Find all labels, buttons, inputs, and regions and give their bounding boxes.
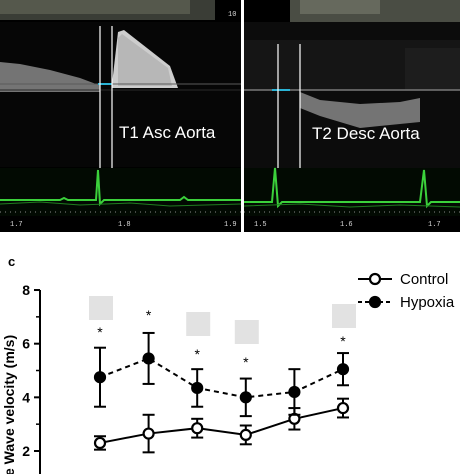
point-hypoxia-6 bbox=[336, 363, 350, 376]
legend-label-control: Control bbox=[400, 271, 448, 288]
point-hypoxia-4 bbox=[239, 391, 252, 404]
right-tick-3: 1.7 bbox=[428, 221, 441, 229]
significance-star-3: * bbox=[194, 346, 200, 362]
point-control-4 bbox=[239, 428, 252, 442]
significance-star-6: * bbox=[340, 333, 346, 349]
y-tick-label-6: 6 bbox=[22, 336, 30, 352]
asc-aorta-label: T1 Asc Aorta bbox=[119, 123, 216, 142]
point-control-6 bbox=[336, 401, 350, 415]
right-tick-2: 1.6 bbox=[340, 221, 353, 229]
desc-aorta-label: T2 Desc Aorta bbox=[312, 124, 420, 143]
point-hypoxia-2 bbox=[142, 352, 155, 365]
point-hypoxia-3 bbox=[191, 381, 204, 395]
point-control-2 bbox=[142, 427, 155, 440]
ultrasound-left-panel: 10 T1 Asc Aorta 1.7 1.8 1.9 bbox=[0, 0, 242, 232]
significance-box-1 bbox=[89, 296, 113, 320]
right-tick-1: 1.5 bbox=[254, 221, 267, 229]
y-tick-label-2: 2 bbox=[22, 443, 30, 459]
y-tick-label-4: 4 bbox=[22, 389, 30, 405]
ultrasound-right-panel: T2 Desc Aorta 1.5 1.6 1.7 bbox=[243, 0, 461, 232]
significance-star-2: * bbox=[146, 307, 152, 323]
point-control-1 bbox=[93, 436, 107, 450]
significance-box-3 bbox=[186, 312, 211, 336]
y-axis-label: se Wave velocity (m/s) bbox=[1, 335, 17, 474]
ultrasound-left-top-number: 10 bbox=[228, 11, 236, 19]
y-tick-label-8: 8 bbox=[22, 282, 30, 298]
left-tick-2: 1.8 bbox=[118, 221, 131, 229]
legend-marker-hypoxia bbox=[368, 295, 382, 309]
legend-label-hypoxia: Hypoxia bbox=[400, 294, 455, 311]
series-line-hypoxia bbox=[99, 357, 344, 399]
left-tick-3: 1.9 bbox=[224, 221, 237, 229]
significance-star-1: * bbox=[97, 324, 103, 340]
left-tick-1: 1.7 bbox=[10, 221, 23, 229]
point-control-3 bbox=[191, 422, 204, 435]
point-hypoxia-5 bbox=[288, 385, 301, 399]
series-line-control bbox=[99, 407, 344, 444]
pwv-chart: 2 4 6 8 se Wave velocity (m/s) * * * * * Control Hy… bbox=[1, 271, 455, 474]
point-hypoxia-1 bbox=[93, 371, 107, 384]
significance-box-6 bbox=[332, 304, 356, 328]
significance-box-4 bbox=[234, 320, 259, 344]
legend-marker-control bbox=[368, 272, 382, 286]
panel-letter-c: c bbox=[8, 254, 15, 269]
significance-star-4: * bbox=[243, 354, 249, 370]
